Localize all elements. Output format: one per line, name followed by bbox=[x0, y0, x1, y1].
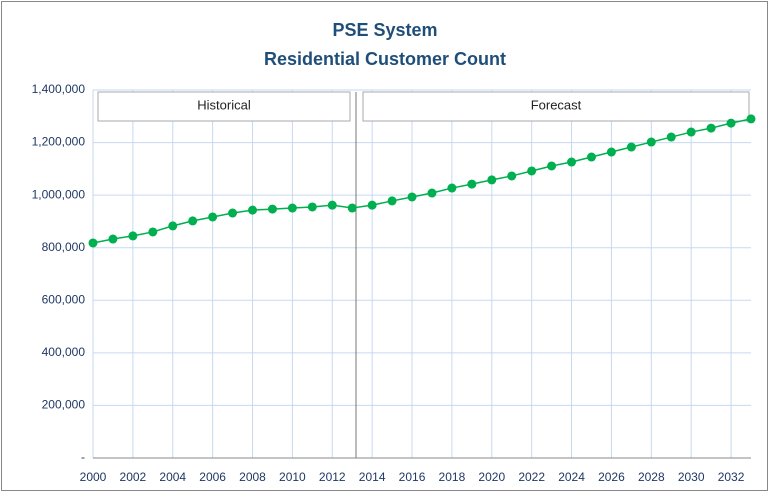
marker bbox=[387, 196, 397, 206]
marker bbox=[248, 205, 258, 215]
y-tick-label: 400,000 bbox=[42, 345, 86, 359]
annotation: Forecast bbox=[531, 97, 582, 112]
marker bbox=[507, 171, 517, 181]
y-tick-label: 1,200,000 bbox=[32, 135, 86, 149]
marker bbox=[726, 118, 736, 128]
marker bbox=[606, 147, 616, 157]
marker bbox=[188, 216, 198, 226]
marker bbox=[228, 208, 238, 218]
marker bbox=[108, 234, 118, 244]
marker bbox=[746, 114, 756, 124]
x-tick-label: 2000 bbox=[80, 470, 107, 484]
x-tick-label: 2012 bbox=[319, 470, 346, 484]
marker bbox=[567, 157, 577, 167]
marker bbox=[267, 204, 277, 214]
marker bbox=[467, 179, 477, 189]
x-tick-label: 2028 bbox=[638, 470, 665, 484]
x-tick-label: 2032 bbox=[718, 470, 745, 484]
marker bbox=[307, 202, 317, 212]
x-tick-label: 2014 bbox=[359, 470, 386, 484]
marker bbox=[407, 192, 417, 202]
marker bbox=[547, 161, 557, 171]
marker bbox=[427, 188, 437, 198]
marker bbox=[88, 238, 98, 248]
x-tick-label: 2024 bbox=[558, 470, 585, 484]
marker bbox=[626, 142, 636, 152]
x-tick-label: 2022 bbox=[518, 470, 545, 484]
x-tick-label: 2010 bbox=[279, 470, 306, 484]
chart-subtitle: Residential Customer Count bbox=[264, 49, 506, 69]
x-tick-label: 2018 bbox=[439, 470, 466, 484]
marker bbox=[447, 183, 457, 193]
x-tick-label: 2002 bbox=[120, 470, 147, 484]
marker bbox=[527, 166, 537, 176]
marker bbox=[686, 127, 696, 137]
x-tick-label: 2020 bbox=[478, 470, 505, 484]
x-tick-label: 2006 bbox=[199, 470, 226, 484]
y-tick-label: 1,400,000 bbox=[32, 82, 86, 96]
x-tick-label: 2008 bbox=[239, 470, 266, 484]
y-tick-label: - bbox=[81, 450, 85, 464]
marker bbox=[327, 200, 337, 210]
marker bbox=[148, 227, 158, 237]
chart-title: PSE System bbox=[332, 20, 437, 40]
marker bbox=[347, 203, 357, 213]
marker bbox=[208, 212, 218, 222]
y-tick-label: 1,000,000 bbox=[32, 187, 86, 201]
x-tick-label: 2030 bbox=[678, 470, 705, 484]
line bbox=[92, 118, 752, 244]
marker bbox=[706, 123, 716, 133]
marker bbox=[487, 175, 497, 185]
annotation-box bbox=[97, 91, 351, 122]
y-tick-label: 800,000 bbox=[42, 240, 86, 254]
marker bbox=[168, 221, 178, 231]
marker bbox=[128, 231, 138, 241]
marker bbox=[666, 132, 676, 142]
x-tick-label: 2026 bbox=[598, 470, 625, 484]
x-tick-label: 2004 bbox=[159, 470, 186, 484]
grid bbox=[92, 89, 751, 459]
y-tick-label: 200,000 bbox=[42, 398, 86, 412]
marker bbox=[287, 203, 297, 213]
annotation-box bbox=[362, 91, 750, 122]
annotation: Historical bbox=[197, 97, 251, 112]
marker bbox=[646, 137, 656, 147]
x-tick-label: 2016 bbox=[399, 470, 426, 484]
marker bbox=[367, 200, 377, 210]
marker bbox=[586, 152, 596, 162]
y-tick-label: 600,000 bbox=[42, 292, 86, 306]
